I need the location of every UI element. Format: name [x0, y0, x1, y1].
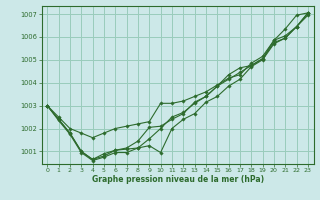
X-axis label: Graphe pression niveau de la mer (hPa): Graphe pression niveau de la mer (hPa)	[92, 175, 264, 184]
